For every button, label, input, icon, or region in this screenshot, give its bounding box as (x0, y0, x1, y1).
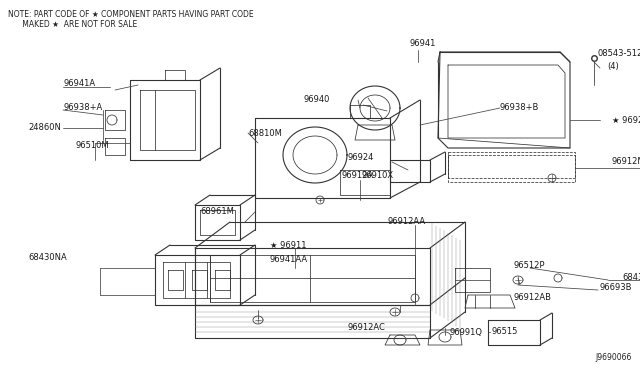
Text: MAKED ★  ARE NOT FOR SALE: MAKED ★ ARE NOT FOR SALE (8, 20, 137, 29)
Text: 68810M: 68810M (248, 128, 282, 138)
Text: 96941A: 96941A (63, 80, 95, 89)
Text: 68430NA: 68430NA (28, 253, 67, 263)
Text: 96938+B: 96938+B (500, 103, 540, 112)
Text: 96912AC: 96912AC (348, 324, 386, 333)
Text: 96912AB: 96912AB (513, 294, 551, 302)
Text: NOTE: PART CODE OF ★ COMPONENT PARTS HAVING PART CODE: NOTE: PART CODE OF ★ COMPONENT PARTS HAV… (8, 10, 253, 19)
Text: 68961M: 68961M (200, 208, 234, 217)
Text: 96991Q: 96991Q (450, 327, 483, 337)
Text: ★ 96911: ★ 96911 (270, 241, 307, 250)
Text: 96912N: 96912N (612, 157, 640, 167)
Text: 96510M: 96510M (75, 141, 109, 150)
Text: 96910X: 96910X (362, 170, 394, 180)
Text: 96938+A: 96938+A (63, 103, 102, 112)
Text: 96941: 96941 (410, 38, 436, 48)
Text: 08543-51242: 08543-51242 (598, 49, 640, 58)
Text: J9690066: J9690066 (596, 353, 632, 362)
Text: 96912A: 96912A (342, 171, 374, 180)
Text: 96940: 96940 (303, 96, 330, 105)
Text: 96912AA: 96912AA (388, 218, 426, 227)
Text: 96512P: 96512P (513, 260, 545, 269)
Text: 96941AA: 96941AA (270, 256, 308, 264)
Text: 68430N: 68430N (622, 273, 640, 282)
Text: 24860N: 24860N (28, 124, 61, 132)
Text: 96924: 96924 (348, 154, 374, 163)
Text: ★ 96921: ★ 96921 (612, 115, 640, 125)
Text: 96515: 96515 (492, 327, 518, 337)
Text: 96693B: 96693B (600, 283, 632, 292)
Text: (4): (4) (607, 62, 619, 71)
